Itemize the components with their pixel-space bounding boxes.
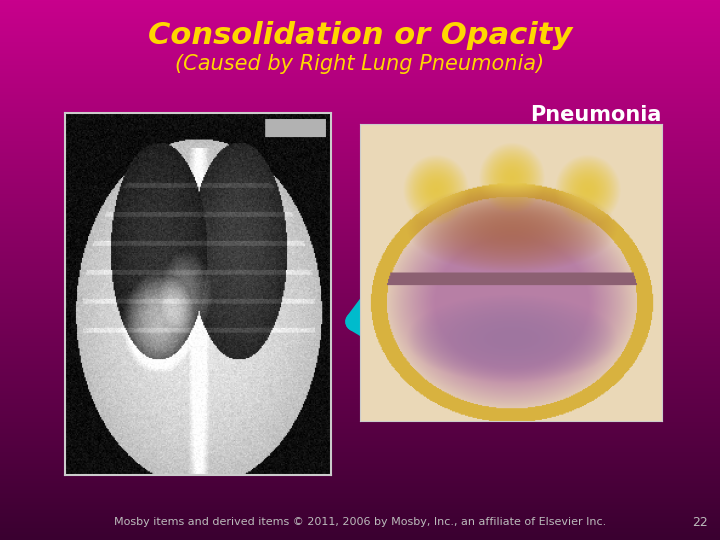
Text: Consolidation or Opacity: Consolidation or Opacity <box>148 21 572 50</box>
FancyArrowPatch shape <box>355 292 487 341</box>
Text: Mosby items and derived items © 2011, 2006 by Mosby, Inc., an affiliate of Elsev: Mosby items and derived items © 2011, 20… <box>114 517 606 527</box>
Text: Pneumonia: Pneumonia <box>530 105 662 125</box>
Text: 22: 22 <box>692 516 708 529</box>
Text: (Caused by Right Lung Pneumonia): (Caused by Right Lung Pneumonia) <box>176 54 544 74</box>
